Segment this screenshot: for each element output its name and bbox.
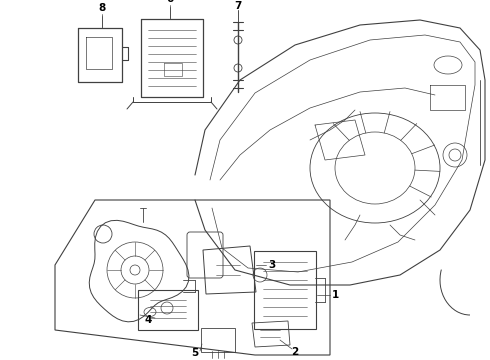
Text: 7: 7 [234, 1, 242, 11]
Text: 3: 3 [269, 260, 275, 270]
Text: 2: 2 [292, 347, 298, 357]
Text: 5: 5 [192, 348, 198, 358]
Text: 4: 4 [145, 315, 152, 325]
Text: 8: 8 [98, 3, 106, 13]
Text: 6: 6 [167, 0, 173, 4]
Text: 1: 1 [331, 290, 339, 300]
